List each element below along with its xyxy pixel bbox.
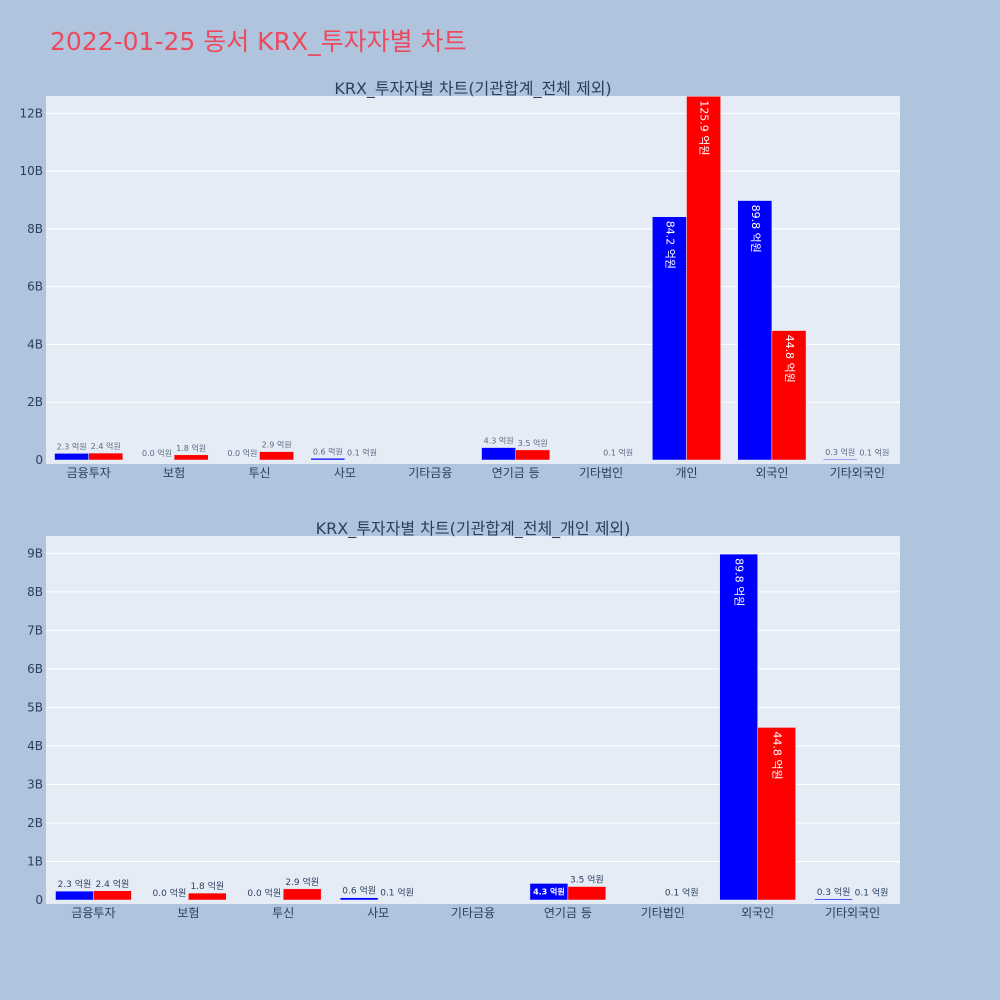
chart-title: KRX_투자자별 차트(기관합계_전체_개인 제외)	[316, 519, 631, 539]
bar	[259, 451, 294, 461]
bar-label: 0.0 억원	[247, 887, 281, 899]
y-tick-label: 0	[35, 893, 43, 907]
x-tick-label: 기타법인	[641, 906, 685, 920]
bar-label: 0.0 억원	[227, 448, 257, 458]
bar-label: 0.3 억원	[817, 886, 851, 898]
bar	[339, 897, 379, 901]
y-tick-label: 2B	[27, 395, 43, 409]
x-tick-label: 연기금 등	[544, 906, 592, 920]
y-tick-label: 6B	[27, 280, 43, 294]
x-tick-label: 금융투자	[67, 466, 111, 480]
bar	[771, 330, 807, 461]
bar-label: 1.8 억원	[176, 443, 206, 453]
chart-top: 0 2B 4B 6B 8B 10B 12B KRX_투자자별 차트(기관합계_전체 제외) 금융…	[19, 79, 900, 480]
bar-label: 2.3 억원	[58, 878, 92, 890]
page-title: 2022-01-25 동서 KRX_투자자별 차트	[50, 27, 467, 56]
bar-label: 2.4 억원	[91, 441, 121, 451]
y-tick-label: 10B	[19, 164, 43, 178]
bar-label: 1.8 억원	[190, 880, 224, 892]
x-tick-label: 사모	[334, 466, 356, 480]
bar-label: 3.5 억원	[518, 438, 548, 448]
bar	[310, 458, 346, 461]
bar-label: 0.3 억원	[825, 447, 855, 457]
bar	[737, 200, 773, 461]
x-tick-label: 투신	[248, 466, 270, 480]
chart-title: KRX_투자자별 차트(기관합계_전체 제외)	[334, 79, 611, 99]
chart-bottom: 0 1B 2B 3B 4B 5B 6B 7B 8B 9B KRX_투자자별 차트(기관합계_전체_개…	[27, 519, 900, 920]
y-tick-label: 0	[35, 453, 43, 467]
y-tick-label: 8B	[27, 585, 43, 599]
x-tick-label: 외국인	[741, 906, 774, 920]
bar	[173, 454, 209, 461]
x-tick-label: 기타금융	[408, 466, 452, 480]
bar-label: 84.2 억원	[663, 221, 676, 269]
bar	[652, 216, 687, 461]
bar	[54, 453, 89, 461]
y-tick-label: 2B	[27, 816, 43, 830]
y-tick-label: 5B	[27, 700, 43, 714]
x-tick-label: 기타금융	[451, 906, 495, 920]
y-tick-label: 4B	[27, 739, 43, 753]
x-tick-label: 보험	[177, 906, 199, 920]
bar-label: 0.1 억원	[380, 887, 414, 899]
y-tick-label: 12B	[19, 106, 43, 120]
bar-label: 0.1 억원	[859, 448, 889, 458]
bar	[88, 452, 124, 461]
y-tick-label: 7B	[27, 623, 43, 637]
x-tick-label: 개인	[675, 466, 697, 480]
x-tick-label: 보험	[163, 466, 185, 480]
y-tick-label: 4B	[27, 337, 43, 351]
bar-label: 2.4 억원	[96, 878, 130, 890]
bar	[481, 447, 516, 461]
bar	[814, 898, 853, 901]
x-tick-label: 기타외국인	[825, 906, 880, 920]
bar	[188, 892, 227, 901]
y-tick-label: 8B	[27, 222, 43, 236]
bar-label: 125.9 억원	[698, 100, 711, 155]
bar-label: 4.3 억원	[533, 887, 565, 897]
bar-label: 44.8 억원	[771, 731, 784, 779]
bar-label: 0.1 억원	[347, 448, 377, 458]
x-tick-label: 기타외국인	[830, 466, 885, 480]
bar-label: 0.1 억원	[665, 887, 699, 899]
y-tick-label: 1B	[27, 854, 43, 868]
bar	[757, 727, 796, 901]
bar-label: 0.1 억원	[603, 448, 633, 458]
x-tick-label: 투신	[272, 906, 294, 920]
x-tick-label: 외국인	[755, 466, 788, 480]
bar	[719, 553, 758, 901]
bar	[686, 96, 721, 461]
x-tick-label: 사모	[367, 906, 389, 920]
bar	[93, 890, 132, 901]
bar-label: 0.6 억원	[313, 446, 343, 456]
bar-label: 3.5 억원	[570, 874, 604, 886]
bar	[567, 886, 607, 901]
x-tick-label: 기타법인	[579, 466, 623, 480]
bar-label: 0.1 억원	[855, 887, 889, 899]
bar	[282, 888, 322, 901]
bar-label: 2.9 억원	[285, 876, 319, 888]
x-tick-label: 연기금 등	[492, 466, 540, 480]
bar-label: 2.3 억원	[57, 441, 87, 451]
bar-label: 0.6 억원	[342, 885, 376, 897]
y-tick-label: 3B	[27, 777, 43, 791]
y-tick-label: 6B	[27, 662, 43, 676]
bar	[515, 449, 551, 461]
bar-label: 2.9 억원	[262, 440, 292, 450]
bar	[822, 458, 858, 461]
bar-label: 4.3 억원	[484, 436, 514, 446]
bar-label: 44.8 억원	[783, 335, 796, 383]
y-tick-label: 9B	[27, 546, 43, 560]
x-tick-label: 금융투자	[71, 906, 115, 920]
bar-label: 89.8 억원	[733, 558, 746, 606]
bar-label: 0.0 억원	[142, 448, 172, 458]
bar-label: 89.8 억원	[749, 205, 762, 253]
bar	[55, 890, 94, 901]
bar-label: 0.0 억원	[152, 887, 186, 899]
